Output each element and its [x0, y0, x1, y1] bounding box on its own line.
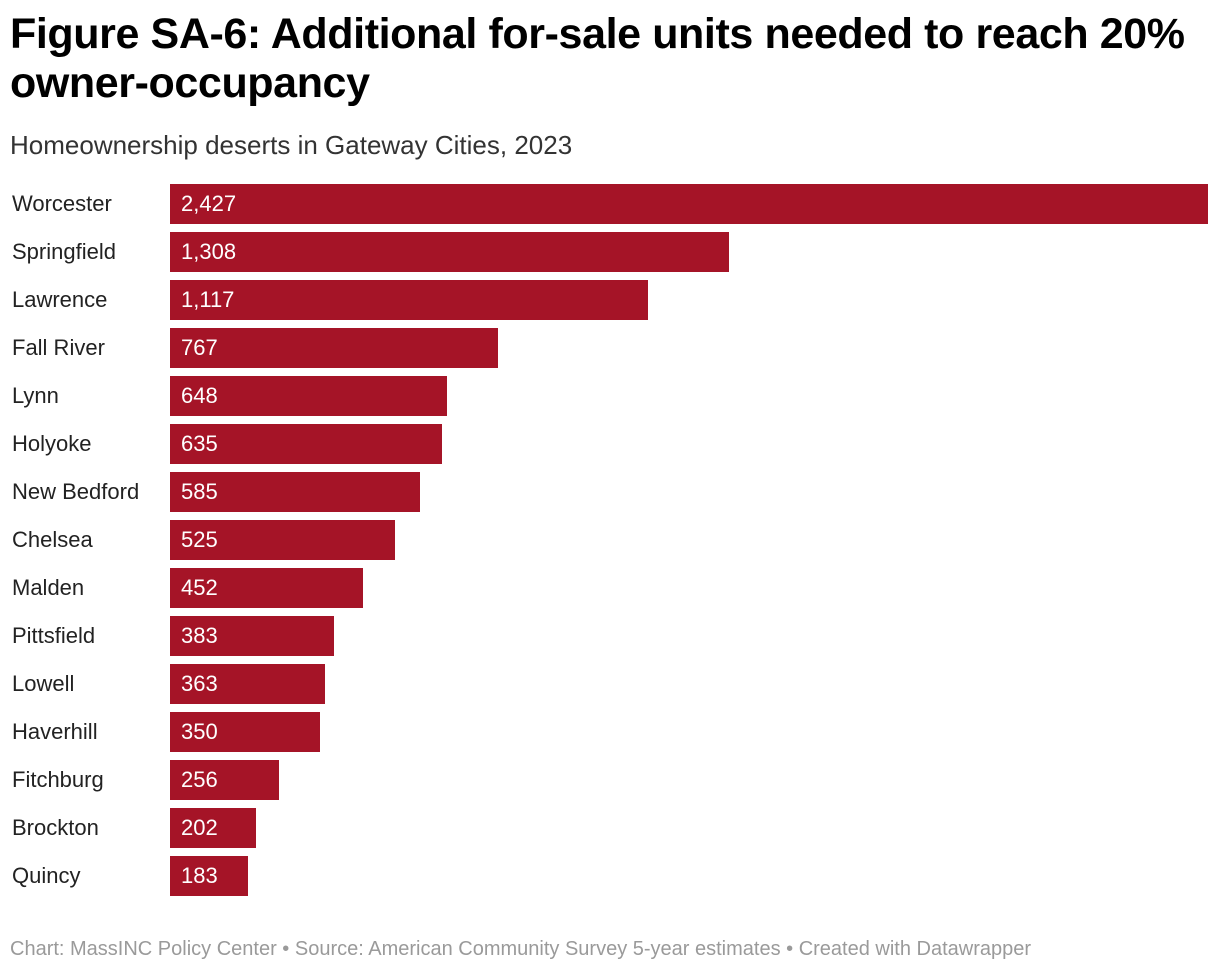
bar — [170, 232, 730, 272]
bar — [170, 856, 249, 896]
category-label: Chelsea — [12, 527, 93, 552]
category-label: Quincy — [12, 863, 81, 888]
category-label: New Bedford — [12, 479, 140, 504]
bar — [170, 760, 280, 800]
bar-value-label: 585 — [181, 479, 218, 504]
bar-value-label: 202 — [181, 815, 218, 840]
category-label: Lowell — [12, 671, 75, 696]
category-label: Brockton — [12, 815, 99, 840]
bar-value-label: 1,308 — [181, 239, 237, 264]
bar — [170, 424, 442, 464]
chart-title: Figure SA-6: Additional for-sale units n… — [10, 10, 1185, 107]
bar — [170, 520, 395, 560]
bar-value-label: 648 — [181, 383, 218, 408]
bar-value-label: 1,117 — [181, 287, 235, 312]
bar-value-label: 363 — [181, 671, 218, 696]
category-label: Worcester — [12, 191, 112, 216]
bar-value-label: 350 — [181, 719, 218, 744]
category-label: Lynn — [12, 383, 59, 408]
category-label: Lawrence — [12, 287, 108, 312]
category-label: Fall River — [12, 335, 105, 360]
bar-value-label: 383 — [181, 623, 218, 648]
bar — [170, 376, 448, 416]
bar-value-label: 635 — [181, 431, 218, 456]
bar — [170, 568, 364, 608]
bar — [170, 280, 648, 320]
bar — [170, 616, 334, 656]
bar — [170, 328, 499, 368]
category-label: Haverhill — [12, 719, 98, 744]
bar — [170, 712, 320, 752]
category-label: Malden — [12, 575, 85, 600]
category-label: Springfield — [12, 239, 116, 264]
chart-subtitle: Homeownership deserts in Gateway Cities,… — [10, 130, 573, 160]
bar-value-label: 256 — [181, 767, 218, 792]
category-label: Holyoke — [12, 431, 92, 456]
bar-value-label: 452 — [181, 575, 218, 600]
bar — [170, 184, 1208, 224]
bar — [170, 472, 421, 512]
bar — [170, 808, 257, 848]
bar-value-label: 2,427 — [181, 191, 237, 216]
category-label: Fitchburg — [12, 767, 104, 792]
bar-value-label: 183 — [181, 863, 218, 888]
category-label: Pittsfield — [12, 623, 96, 648]
bar — [170, 664, 326, 704]
bar-value-label: 525 — [181, 527, 218, 552]
chart-footer: Chart: MassINC Policy Center • Source: A… — [10, 938, 1032, 960]
bar-value-label: 767 — [181, 335, 218, 360]
